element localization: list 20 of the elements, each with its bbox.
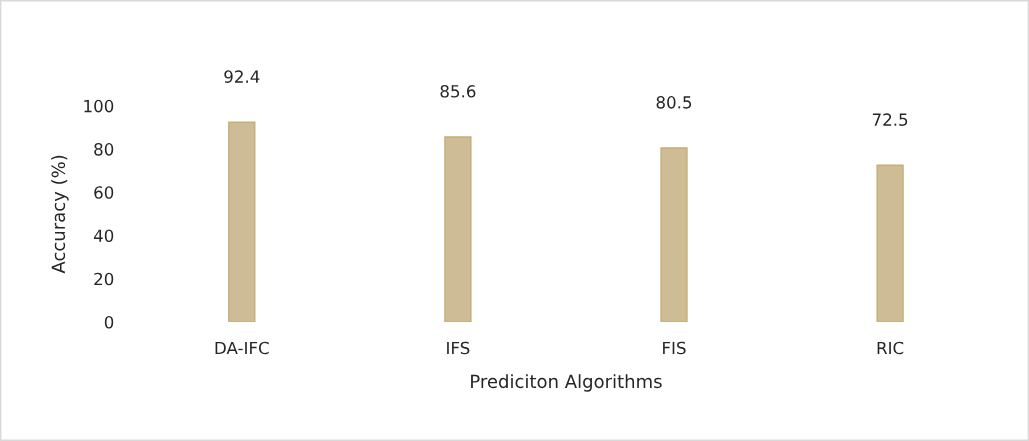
x-tick-label: FIS bbox=[663, 341, 686, 355]
x-tick-label: RIC bbox=[877, 341, 904, 355]
y-tick-label: 40 bbox=[93, 229, 114, 243]
y-tick-label: 80 bbox=[94, 143, 114, 156]
y-tick-label: 100 bbox=[84, 99, 114, 113]
bar bbox=[228, 121, 256, 322]
data-label: 72.5 bbox=[872, 113, 908, 126]
bar bbox=[876, 164, 904, 322]
y-tick-label: 20 bbox=[94, 272, 114, 286]
bar bbox=[660, 147, 688, 322]
x-tick-label: IFS bbox=[447, 341, 470, 355]
x-tick-label: DA-IFC bbox=[215, 341, 269, 355]
x-axis-title: Prediciton Algorithms bbox=[471, 374, 662, 392]
bar bbox=[444, 136, 472, 322]
y-axis-title: Accuracy (%) bbox=[51, 155, 69, 274]
y-tick-label: 60 bbox=[94, 186, 114, 199]
data-label: 92.4 bbox=[224, 70, 260, 83]
data-label: 85.6 bbox=[440, 85, 476, 98]
y-tick-label: 0 bbox=[104, 315, 114, 329]
data-label: 80.5 bbox=[656, 96, 692, 109]
